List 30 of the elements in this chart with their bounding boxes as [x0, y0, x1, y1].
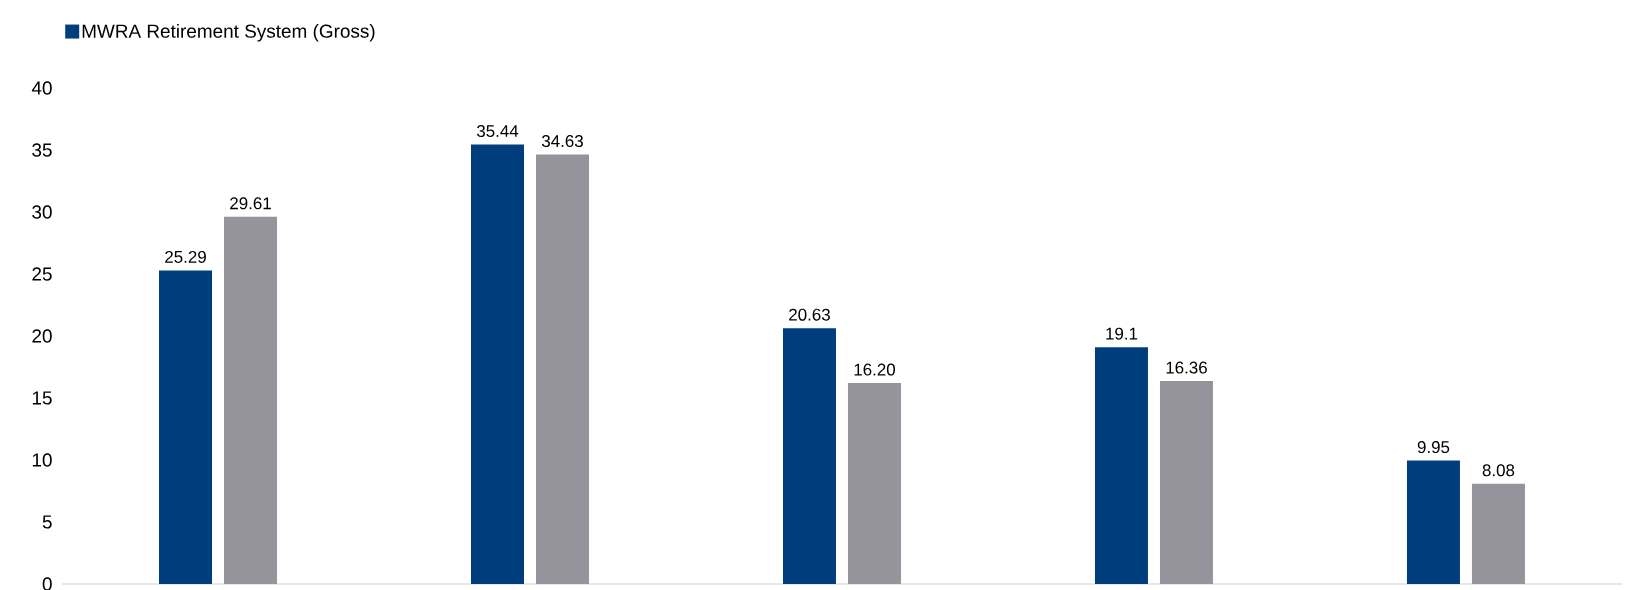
- bar: [782, 328, 836, 584]
- bar: [224, 216, 278, 584]
- y-tick-label: 20: [32, 329, 52, 343]
- bar: [1406, 460, 1460, 584]
- y-tick-label: 15: [32, 391, 52, 405]
- y-tick-label: 10: [32, 453, 52, 467]
- bar: [159, 270, 213, 584]
- bar: [536, 154, 589, 584]
- data-label: 8.08: [1482, 464, 1515, 477]
- y-tick-label: 35: [32, 143, 52, 157]
- data-label: 19.1: [1106, 327, 1138, 340]
- y-tick-label: 5: [42, 515, 52, 529]
- bar: [471, 144, 524, 584]
- bar: [1094, 347, 1148, 584]
- bar: [847, 383, 901, 584]
- data-label: 20.63: [789, 308, 830, 321]
- data-label: 34.63: [541, 135, 583, 148]
- y-tick-label: 0: [42, 577, 52, 590]
- bar: [1159, 381, 1213, 584]
- data-label: 16.20: [854, 363, 896, 376]
- data-label: 35.44: [476, 125, 519, 138]
- y-tick-label: 25: [32, 267, 52, 281]
- y-tick-label: 40: [31, 81, 52, 95]
- legend-label: MWRA Retirement System (Gross): [82, 23, 375, 42]
- bar: [1471, 483, 1525, 584]
- data-label: 16.36: [1166, 361, 1207, 374]
- data-label: 29.61: [230, 197, 271, 210]
- y-tick-label: 30: [32, 205, 52, 219]
- data-label: 25.29: [165, 250, 206, 263]
- data-label: 9.95: [1417, 441, 1450, 454]
